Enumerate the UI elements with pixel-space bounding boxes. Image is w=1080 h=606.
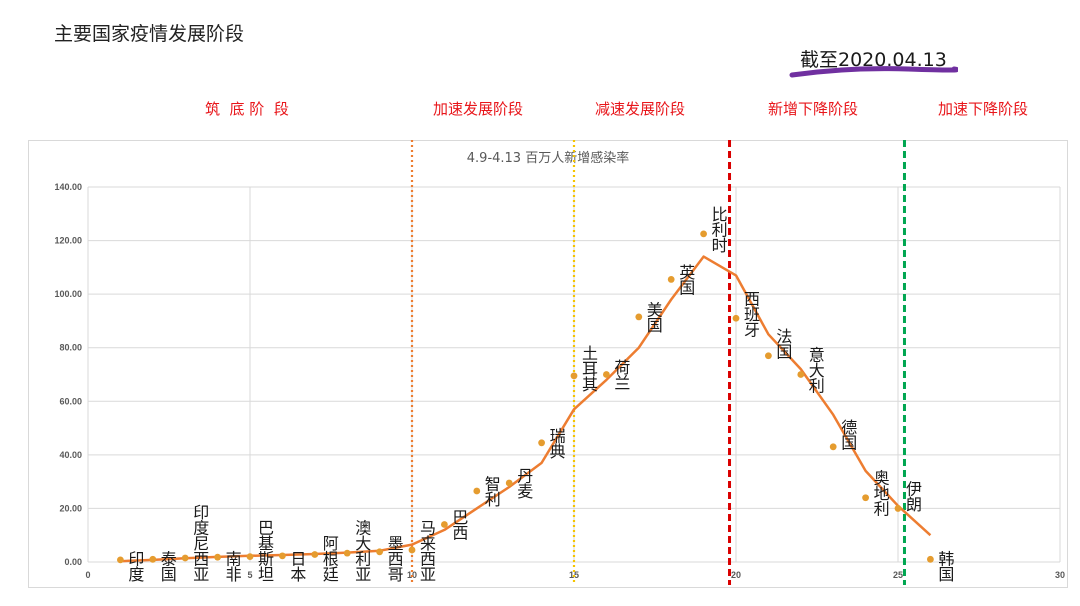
data-point	[538, 439, 545, 447]
data-point	[343, 549, 351, 557]
country-label: 印度	[128, 550, 144, 585]
country-label: 瑞典	[550, 426, 566, 461]
data-point	[862, 494, 869, 502]
data-point	[667, 276, 675, 283]
phase-label-5: 加速下降阶段	[938, 100, 1029, 118]
country-label: 意大利	[809, 346, 825, 396]
country-label: 阿根廷	[323, 534, 339, 584]
data-point	[149, 555, 157, 563]
data-point	[246, 553, 254, 561]
trend-line	[120, 255, 932, 563]
chart-title: 4.9-4.13 百万人新增感染率	[467, 150, 629, 166]
data-point	[570, 372, 578, 380]
data-point	[441, 521, 448, 528]
y-tick-label: 0.00	[64, 557, 82, 567]
country-label: 智利	[485, 475, 501, 510]
y-tick-label: 120.00	[54, 236, 82, 246]
data-point	[473, 487, 481, 495]
data-point	[829, 443, 837, 451]
data-point	[894, 505, 902, 512]
y-tick-label: 40.00	[59, 450, 82, 460]
country-label: 韩国	[938, 550, 954, 585]
as-of-underline	[789, 66, 958, 78]
data-point	[732, 314, 740, 322]
y-tick-label: 100.00	[54, 289, 82, 299]
country-label: 巴西	[452, 508, 468, 543]
as-of-date: 截至2020.04.13	[800, 49, 947, 71]
data-point	[603, 371, 610, 378]
country-label: 比利时	[712, 205, 728, 255]
country-label: 西班牙	[744, 289, 760, 339]
page-title: 主要国家疫情发展阶段	[54, 23, 245, 45]
data-point	[279, 552, 286, 560]
data-point	[181, 554, 189, 562]
country-label: 印度尼西亚	[193, 503, 209, 584]
country-label: 马来西亚	[420, 519, 436, 585]
country-label: 美国	[647, 300, 663, 335]
phase-label-2: 加速发展阶段	[433, 100, 524, 118]
phase-label-3: 减速发展阶段	[595, 100, 686, 118]
x-tick-label: 0	[85, 570, 90, 580]
phase-label-4: 新增下降阶段	[768, 100, 859, 118]
country-label: 墨西哥	[388, 534, 404, 584]
country-label: 奥地利	[874, 469, 890, 519]
x-tick-label: 5	[247, 570, 252, 580]
chart-frame	[28, 140, 1068, 588]
data-point	[376, 548, 383, 556]
data-point	[927, 555, 934, 563]
data-point	[311, 551, 319, 558]
phase-label-1: 筑 底 阶 段	[205, 100, 289, 118]
data-point	[117, 556, 124, 564]
data-point	[214, 553, 222, 561]
country-label: 澳大利亚	[355, 519, 371, 585]
data-point	[797, 371, 805, 378]
country-label: 土耳其	[582, 344, 598, 394]
y-tick-label: 80.00	[59, 343, 82, 353]
x-tick-label: 20	[731, 570, 741, 580]
data-point	[408, 546, 416, 554]
country-label: 泰国	[161, 550, 177, 585]
x-tick-label: 30	[1055, 570, 1065, 580]
y-tick-label: 140.00	[54, 182, 82, 192]
country-label: 南非	[226, 550, 242, 585]
country-label: 法国	[776, 327, 792, 362]
country-label: 英国	[679, 263, 695, 298]
country-label: 伊朗	[906, 479, 922, 514]
country-label: 巴基斯坦	[258, 519, 274, 585]
x-tick-label: 25	[893, 570, 903, 580]
country-label: 丹麦	[517, 466, 533, 501]
y-tick-label: 20.00	[59, 503, 82, 513]
data-point	[505, 479, 513, 487]
data-point	[635, 313, 643, 321]
country-label: 日本	[290, 550, 306, 585]
data-point	[765, 352, 772, 360]
country-label: 荷兰	[614, 358, 630, 393]
data-point	[700, 230, 707, 238]
country-label: 德国	[841, 418, 857, 453]
y-tick-label: 60.00	[59, 396, 82, 406]
